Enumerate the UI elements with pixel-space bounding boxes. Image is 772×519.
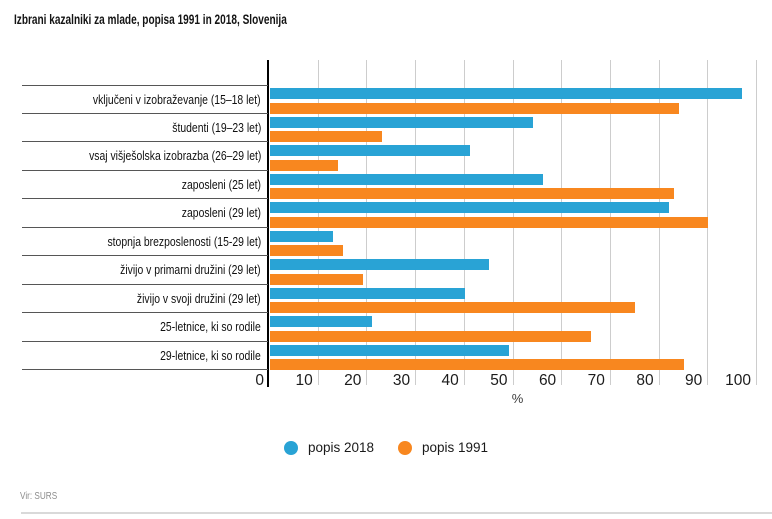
bar-popis-2018 (270, 173, 543, 185)
chart-row: zaposleni (29 let) (22, 199, 758, 228)
category-label-cell: zaposleni (25 let) (22, 171, 268, 199)
legend-dot (398, 440, 412, 455)
x-tick-label-70: 70 (587, 372, 605, 389)
category-label: 29-letnice, ki so rodile (160, 347, 261, 363)
y-axis-line (267, 60, 269, 387)
chart-row: zaposleni (25 let) (22, 171, 758, 199)
bar-popis-2018 (270, 287, 465, 299)
bar-popis-1991 (270, 245, 344, 256)
legend: popis 2018 popis 1991 (0, 440, 772, 455)
bar-group (268, 313, 758, 342)
legend-dot (283, 440, 298, 455)
bar-popis-1991 (270, 273, 363, 285)
category-label: stopnja brezposlenosti (15-29 let) (107, 233, 261, 249)
legend-item-popis-1991: popis 1991 (398, 440, 488, 455)
x-tick-label-90: 90 (685, 372, 703, 389)
category-label-cell: študenti (19–23 let) (22, 114, 268, 142)
legend-item-popis-2018: popis 2018 (283, 440, 374, 455)
bar-popis-1991 (270, 359, 684, 370)
x-axis-title: % (511, 391, 524, 406)
bottom-divider (21, 512, 772, 514)
category-label-cell: stopnja brezposlenosti (15-29 let) (22, 228, 268, 256)
gridline-100 (756, 60, 757, 385)
chart-title: Izbrani kazalniki za mlade, popisa 1991 … (14, 11, 287, 27)
category-label: 25-letnice, ki so rodile (160, 319, 261, 335)
x-tick-label-20: 20 (344, 372, 362, 389)
bar-popis-2018 (270, 344, 509, 356)
bar-group (268, 228, 758, 256)
category-label-cell: 25-letnice, ki so rodile (22, 313, 268, 342)
bar-group (268, 199, 758, 228)
x-tick-label-80: 80 (636, 372, 654, 389)
x-tick-label-60: 60 (538, 372, 557, 389)
chart-row: 29-letnice, ki so rodile (22, 342, 758, 370)
bar-group (268, 85, 758, 114)
bar-group (268, 171, 758, 199)
legend-label: popis 2018 (307, 440, 374, 455)
category-label: vsaj višješolska izobrazba (26–29 let) (88, 148, 261, 164)
category-label-cell: živijo v svoji družini (29 let) (22, 285, 268, 313)
category-label-cell: zaposleni (29 let) (22, 199, 268, 228)
bar-popis-2018 (270, 145, 470, 156)
chart-row: stopnja brezposlenosti (15-29 let) (22, 228, 758, 256)
category-label-cell: 29-letnice, ki so rodile (22, 342, 268, 370)
bar-popis-2018 (270, 116, 533, 128)
bar-popis-1991 (270, 102, 680, 114)
x-tick-label-10: 10 (295, 372, 313, 389)
category-label: študenti (19–23 let) (171, 119, 261, 135)
bar-popis-1991 (270, 188, 675, 199)
chart-row: vsaj višješolska izobrazba (26–29 let) (22, 142, 758, 171)
x-tick-label-40: 40 (441, 372, 459, 389)
bar-group (268, 142, 758, 171)
bar-popis-1991 (270, 216, 709, 228)
bar-popis-2018 (270, 316, 373, 327)
chart-row: vključeni v izobraževanje (15–18 let) (22, 85, 758, 114)
bar-popis-2018 (270, 202, 670, 213)
category-label: vključeni v izobraževanje (15–18 let) (93, 91, 261, 107)
x-tick-label-0: 0 (255, 372, 264, 389)
chart-row: živijo v primarni družini (29 let) (22, 256, 758, 285)
legend-label: popis 1991 (422, 440, 489, 455)
bar-popis-1991 (270, 131, 382, 142)
bar-popis-2018 (270, 259, 490, 270)
category-rows: vključeni v izobraževanje (15–18 let) štu… (22, 85, 758, 370)
x-tick-label-50: 50 (490, 372, 508, 389)
category-label: živijo v primarni družini (29 let) (120, 262, 261, 278)
bar-group (268, 285, 758, 313)
bar-popis-1991 (270, 302, 636, 313)
bar-popis-2018 (270, 230, 334, 242)
category-label-cell: živijo v primarni družini (29 let) (22, 256, 268, 285)
x-tick-label-30: 30 (392, 372, 411, 389)
category-label: živijo v svoji družini (29 let) (137, 290, 261, 306)
x-tick-label-100: 100 (725, 372, 751, 389)
bar-group (268, 114, 758, 142)
bar-group (268, 342, 758, 370)
category-label-cell: vključeni v izobraževanje (15–18 let) (22, 85, 268, 114)
category-label: zaposleni (25 let) (181, 176, 261, 192)
category-label-cell: vsaj višješolska izobrazba (26–29 let) (22, 142, 268, 171)
bar-popis-1991 (270, 159, 339, 171)
chart-row: 25-letnice, ki so rodile (22, 313, 758, 342)
bar-popis-2018 (270, 88, 743, 99)
category-label: zaposleni (29 let) (181, 205, 261, 221)
chart-row: živijo v svoji družini (29 let) (22, 285, 758, 313)
bar-popis-1991 (270, 330, 592, 342)
bar-group (268, 256, 758, 285)
chart-row: študenti (19–23 let) (22, 114, 758, 142)
source-note: Vir: SURS (20, 490, 58, 502)
